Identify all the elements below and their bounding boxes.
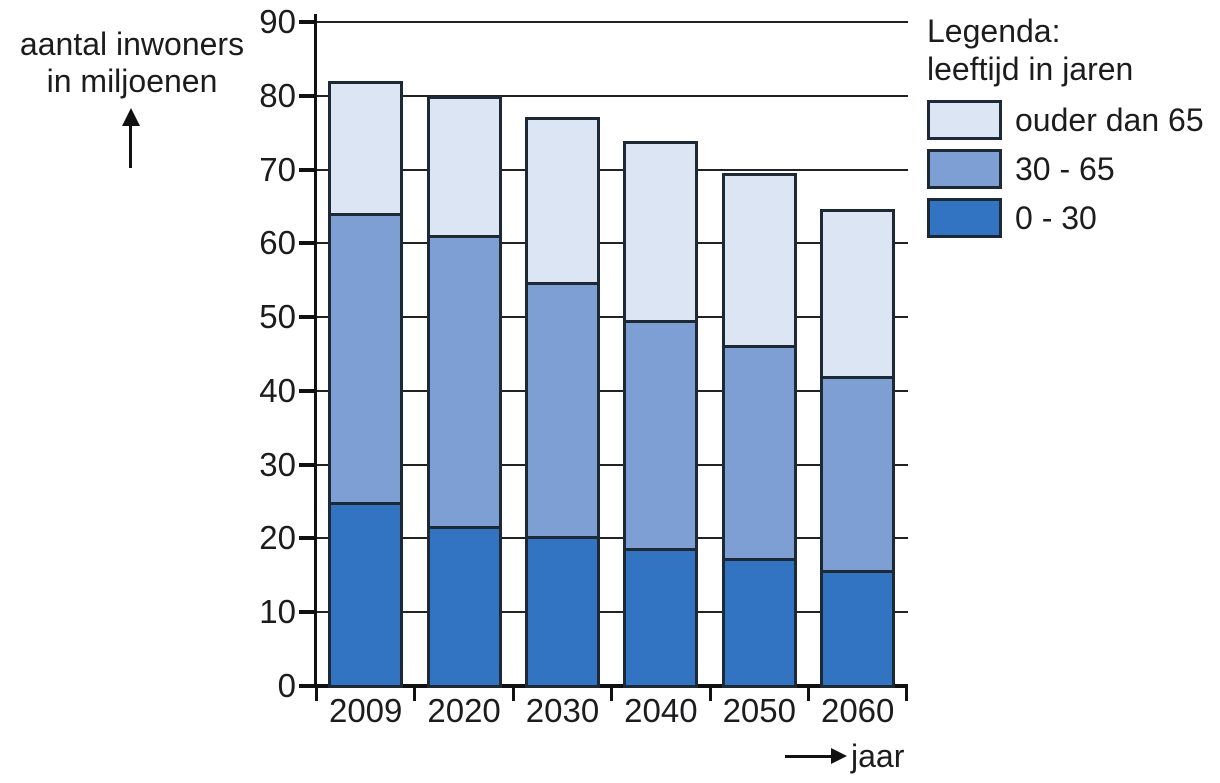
legend-item: ouder dan 65 [927,100,1204,140]
bar-segment-2030-30-65 [528,281,597,536]
x-axis-tick [807,688,810,701]
y-axis-tick [299,536,316,541]
x-axis-tick [511,688,515,701]
legend-item: 0 - 30 [927,198,1204,238]
y-axis-tick-label: 90 [259,2,296,40]
y-axis-tick-label: 10 [259,593,296,631]
bar-segment-2040-ouderdan65 [626,143,696,321]
x-axis-category-label: 2020 [427,692,501,729]
legend-swatch [927,149,1002,189]
x-axis-tick [315,688,318,701]
y-axis-tick [299,241,316,246]
gridline-30 [317,463,908,466]
y-axis-tick [299,93,316,98]
y-axis-title: aantal inwoners in miljoenen [8,26,256,100]
bar-segment-2020-ouderdan65 [429,99,499,236]
x-axis-line [299,684,908,688]
legend-item-label: 30 - 65 [1015,150,1115,187]
legend-swatch [927,100,1002,140]
y-axis-tick [299,167,316,172]
legend-swatch [927,198,1002,238]
bar-2050 [721,173,797,688]
legend-title-line1: Legenda: [927,13,1061,49]
y-axis-tick-label: 60 [259,224,296,262]
bar-segment-2060-ouderdan65 [823,211,893,376]
y-axis-tick-label: 20 [259,519,296,557]
gridline-50 [317,316,908,319]
gridline-40 [317,389,908,392]
legend-title-line2: leeftijd in jaren [927,51,1134,87]
gridline-10 [317,611,908,614]
x-axis-category-label: 2060 [820,692,895,729]
x-axis-direction-arrow-stem [785,755,831,758]
bar-2020 [426,96,502,688]
bar-segment-2009-0-30 [331,502,401,685]
x-axis-direction-arrow-icon [831,748,847,764]
bar-segment-2050-0-30 [724,558,794,685]
gridline-80 [317,94,908,97]
legend: ouder dan 65 30 - 65 0 - 30 [927,100,1204,247]
gridline-70 [317,168,908,171]
bar-2030 [525,117,600,688]
legend-item-label: ouder dan 65 [1015,101,1204,138]
x-axis-tick [413,688,417,701]
x-axis-category-label: 2050 [722,692,796,729]
x-axis-category-label: 2009 [328,692,403,729]
y-axis-tick-label: 30 [259,445,296,483]
y-axis-tick-label: 0 [277,667,296,704]
y-axis-tick-label: 40 [259,371,296,409]
y-axis-direction-arrow-stem [129,124,132,168]
y-axis-tick [299,610,316,615]
bar-segment-2020-30-65 [429,235,499,527]
bar-segment-2050-30-65 [724,344,794,559]
bar-segment-2060-30-65 [823,375,893,571]
y-axis-tick [299,315,316,320]
y-axis-tick [299,19,316,24]
x-axis-tick [610,688,614,701]
x-axis-title: jaar [851,738,905,774]
bar-2009 [328,81,404,688]
legend-title: Legenda: leeftijd in jaren [927,12,1133,88]
bar-segment-2009-ouderdan65 [331,84,401,214]
x-axis-tick [905,688,909,701]
bar-segment-2030-0-30 [528,535,597,685]
gridline-90 [317,20,908,23]
y-axis-tick [299,388,316,393]
legend-item-label: 0 - 30 [1015,199,1097,236]
bar-segment-2040-0-30 [626,548,696,685]
bar-segment-2050-ouderdan65 [724,176,794,345]
y-axis-tick [299,462,316,467]
gridline-20 [317,537,908,540]
bar-2060 [820,208,896,688]
bar-segment-2020-0-30 [429,526,499,685]
y-axis-tick-label: 80 [259,76,296,114]
bar-segment-2060-0-30 [823,570,893,685]
y-axis-direction-arrow-icon [122,108,140,126]
bar-segment-2040-30-65 [626,320,696,548]
x-axis-category-label: 2030 [525,692,600,729]
y-axis-tick-label: 70 [259,150,296,188]
y-axis-tick-label: 50 [259,298,296,336]
y-axis-title-line1: aantal inwoners [19,26,245,62]
bar-segment-2030-ouderdan65 [528,120,597,282]
y-axis-title-line2: in miljoenen [46,63,218,99]
gridline-60 [317,242,908,245]
x-axis-tick [708,688,712,701]
y-axis-line [314,14,317,688]
bar-segment-2009-30-65 [331,213,401,503]
x-axis-category-label: 2040 [624,692,698,729]
bar-2040 [623,140,699,688]
legend-item: 30 - 65 [927,149,1204,189]
y-axis-tick [299,684,316,688]
